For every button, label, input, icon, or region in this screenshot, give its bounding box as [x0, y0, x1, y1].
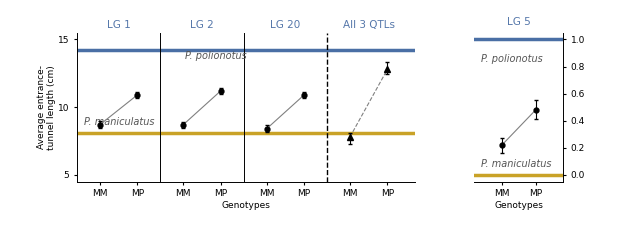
Text: LG 2: LG 2	[190, 20, 214, 30]
Text: P. polionotus: P. polionotus	[185, 51, 246, 62]
X-axis label: Genotypes: Genotypes	[494, 201, 543, 210]
X-axis label: Genotypes: Genotypes	[221, 201, 270, 210]
Text: All 3 QTLs: All 3 QTLs	[342, 20, 395, 30]
Text: P. maniculatus: P. maniculatus	[481, 159, 552, 169]
Text: LG 5: LG 5	[507, 17, 531, 27]
Text: LG 1: LG 1	[107, 20, 131, 30]
Y-axis label: Average entrance-
tunnel length (cm): Average entrance- tunnel length (cm)	[37, 65, 56, 150]
Text: P. polionotus: P. polionotus	[481, 55, 543, 65]
Text: LG 20: LG 20	[270, 20, 300, 30]
Text: P. maniculatus: P. maniculatus	[84, 117, 154, 127]
